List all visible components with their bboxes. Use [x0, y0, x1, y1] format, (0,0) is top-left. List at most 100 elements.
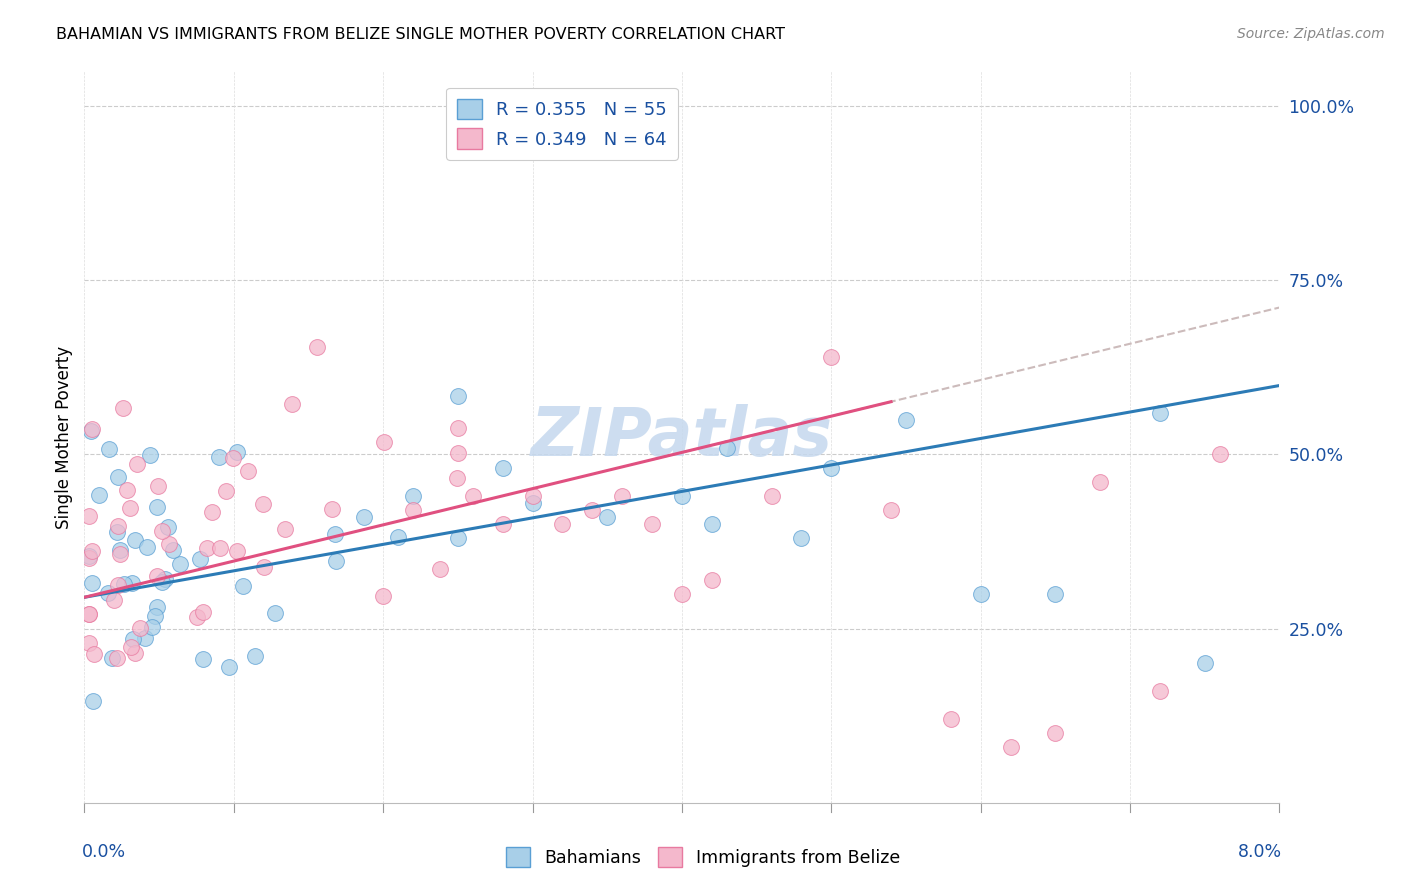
Point	[162, 543, 184, 558]
Point	[115, 483, 138, 498]
Point	[610, 489, 633, 503]
Point	[321, 502, 343, 516]
Point	[143, 609, 166, 624]
Text: 8.0%: 8.0%	[1237, 843, 1282, 861]
Point	[371, 589, 394, 603]
Point	[159, 537, 181, 551]
Point	[447, 421, 470, 435]
Point	[124, 646, 146, 660]
Point	[107, 519, 129, 533]
Point	[98, 442, 121, 456]
Point	[105, 650, 128, 665]
Point	[581, 503, 603, 517]
Point	[97, 585, 120, 599]
Point	[146, 500, 169, 515]
Point	[209, 541, 232, 555]
Text: 0.0%: 0.0%	[82, 843, 127, 861]
Point	[89, 488, 111, 502]
Point	[124, 533, 146, 547]
Point	[305, 340, 328, 354]
Point	[136, 540, 159, 554]
Point	[894, 412, 917, 426]
Point	[156, 520, 179, 534]
Point	[155, 572, 177, 586]
Point	[77, 607, 100, 621]
Point	[880, 503, 903, 517]
Text: ZIPatlas: ZIPatlas	[531, 404, 832, 470]
Point	[82, 694, 104, 708]
Point	[596, 510, 619, 524]
Point	[1045, 587, 1067, 601]
Point	[461, 489, 484, 503]
Point	[820, 350, 842, 364]
Point	[80, 422, 103, 436]
Point	[1149, 684, 1171, 698]
Point	[402, 489, 425, 503]
Point	[77, 636, 100, 650]
Point	[252, 497, 274, 511]
Point	[77, 551, 100, 566]
Point	[146, 479, 169, 493]
Point	[700, 573, 723, 587]
Point	[129, 621, 152, 635]
Legend: Bahamians, Immigrants from Belize: Bahamians, Immigrants from Belize	[499, 840, 907, 874]
Point	[373, 434, 395, 449]
Point	[232, 579, 254, 593]
Point	[387, 530, 409, 544]
Point	[238, 464, 260, 478]
Point	[103, 592, 125, 607]
Point	[492, 517, 515, 532]
Point	[145, 569, 167, 583]
Point	[790, 531, 813, 545]
Point	[208, 450, 231, 465]
Point	[281, 396, 304, 410]
Point	[105, 524, 128, 539]
Point	[263, 606, 285, 620]
Point	[77, 607, 100, 622]
Point	[127, 457, 149, 471]
Point	[226, 445, 249, 459]
Point	[108, 547, 131, 561]
Point	[447, 531, 470, 545]
Point	[169, 558, 191, 572]
Point	[218, 659, 240, 673]
Point	[551, 517, 574, 532]
Point	[820, 461, 842, 475]
Point	[188, 551, 211, 566]
Point	[325, 554, 347, 568]
Point	[120, 501, 142, 516]
Point	[201, 505, 224, 519]
Point	[121, 576, 143, 591]
Point	[141, 620, 163, 634]
Point	[243, 648, 266, 663]
Point	[193, 652, 215, 666]
Point	[80, 424, 103, 438]
Text: BAHAMIAN VS IMMIGRANTS FROM BELIZE SINGLE MOTHER POVERTY CORRELATION CHART: BAHAMIAN VS IMMIGRANTS FROM BELIZE SINGL…	[56, 27, 785, 42]
Point	[1000, 740, 1022, 755]
Point	[641, 517, 664, 532]
Point	[1194, 657, 1216, 671]
Y-axis label: Single Mother Poverty: Single Mother Poverty	[55, 345, 73, 529]
Point	[77, 509, 100, 524]
Point	[522, 496, 544, 510]
Point	[446, 471, 468, 485]
Point	[82, 575, 104, 590]
Point	[353, 510, 375, 524]
Point	[146, 600, 169, 615]
Point	[186, 610, 208, 624]
Point	[134, 631, 156, 645]
Point	[108, 542, 131, 557]
Point	[191, 605, 214, 619]
Point	[222, 451, 245, 466]
Point	[492, 461, 515, 475]
Point	[1208, 448, 1232, 462]
Point	[83, 647, 105, 661]
Point	[323, 527, 346, 541]
Point	[447, 446, 470, 460]
Point	[939, 712, 962, 726]
Point	[253, 560, 276, 574]
Point	[522, 489, 544, 503]
Point	[671, 489, 693, 503]
Point	[226, 544, 249, 558]
Point	[1088, 475, 1111, 490]
